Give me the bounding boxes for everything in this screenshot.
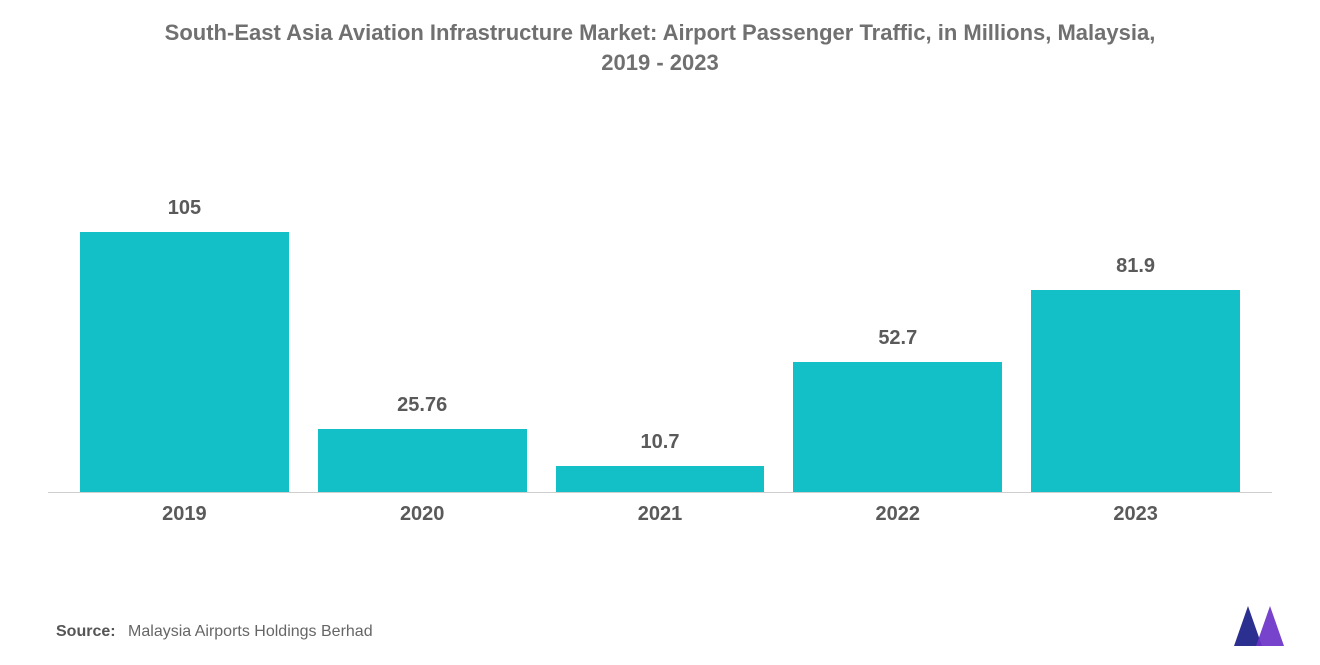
data-label: 25.76	[397, 394, 447, 417]
x-axis-label: 2019	[80, 503, 289, 526]
chart-title: South-East Asia Aviation Infrastructure …	[48, 0, 1272, 77]
data-label: 52.7	[878, 327, 917, 350]
bar-group: 81.9	[1031, 255, 1240, 493]
plot-area: 105 25.76 10.7 52.7 81.9	[48, 197, 1272, 493]
x-axis-label: 2020	[318, 503, 527, 526]
source-attribution: Source: Malaysia Airports Holdings Berha…	[56, 623, 373, 641]
source-text: Malaysia Airports Holdings Berhad	[128, 623, 373, 640]
data-label: 10.7	[641, 431, 680, 454]
bar-chart: 105 25.76 10.7 52.7 81.9 2019 2020 2021 2022 202…	[48, 197, 1272, 526]
bar-group: 105	[80, 197, 289, 492]
bar-group: 10.7	[556, 431, 765, 492]
bar	[1031, 290, 1240, 493]
logo-right-triangle	[1256, 606, 1284, 646]
bar	[793, 362, 1002, 492]
data-label: 105	[168, 197, 201, 220]
x-axis-labels: 2019 2020 2021 2022 2023	[48, 503, 1272, 526]
x-axis-label: 2021	[556, 503, 765, 526]
bar-group: 25.76	[318, 394, 527, 493]
bar-group: 52.7	[793, 327, 1002, 492]
x-axis-label: 2022	[793, 503, 1002, 526]
logo-left-triangle	[1234, 606, 1262, 646]
bar	[80, 232, 289, 492]
chart-title-line1: South-East Asia Aviation Infrastructure …	[48, 18, 1272, 48]
data-label: 81.9	[1116, 255, 1155, 278]
bar	[556, 466, 765, 492]
source-prefix: Source:	[56, 623, 116, 640]
chart-title-line2: 2019 - 2023	[48, 48, 1272, 78]
bar	[318, 429, 527, 493]
brand-logo-icon	[1234, 606, 1290, 651]
x-axis-label: 2023	[1031, 503, 1240, 526]
